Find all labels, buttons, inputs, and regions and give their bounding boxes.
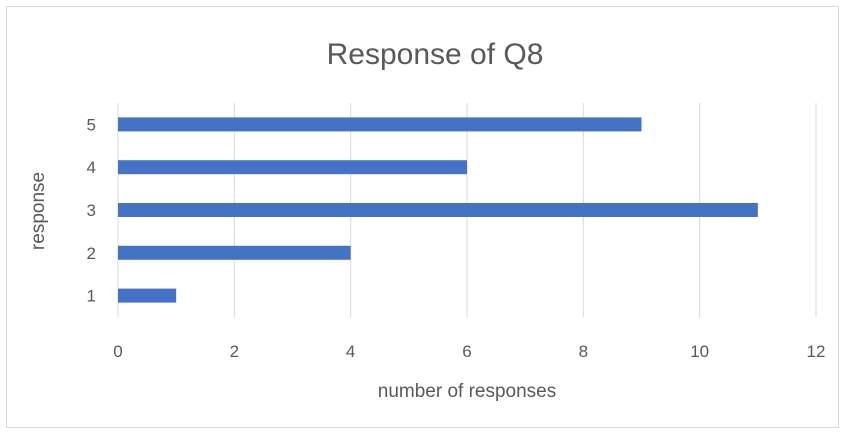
x-tick-label: 10 <box>690 342 709 361</box>
x-tick-label: 0 <box>113 342 122 361</box>
y-tick-label: 5 <box>87 115 96 134</box>
bar-response-4 <box>118 160 467 174</box>
x-tick-label: 4 <box>346 342 355 361</box>
y-tick-label: 3 <box>87 201 96 220</box>
x-tick-label: 8 <box>579 342 588 361</box>
bars <box>118 117 758 302</box>
y-axis-title: response <box>28 172 49 250</box>
bar-response-2 <box>118 246 351 260</box>
bar-response-1 <box>118 289 176 303</box>
bar-response-5 <box>118 117 642 131</box>
y-tick-label: 1 <box>87 287 96 306</box>
y-tick-label: 4 <box>87 158 96 177</box>
chart-title: Response of Q8 <box>327 38 544 71</box>
x-tick-label: 12 <box>807 342 826 361</box>
x-axis-title: number of responses <box>378 381 557 402</box>
x-tick-label: 2 <box>230 342 239 361</box>
x-tick-label: 6 <box>462 342 471 361</box>
y-tick-labels: 1 2 3 4 5 <box>87 115 96 305</box>
x-tick-labels: 0 2 4 6 8 10 12 <box>113 342 825 361</box>
y-tick-label: 2 <box>87 244 96 263</box>
bar-response-3 <box>118 203 758 217</box>
